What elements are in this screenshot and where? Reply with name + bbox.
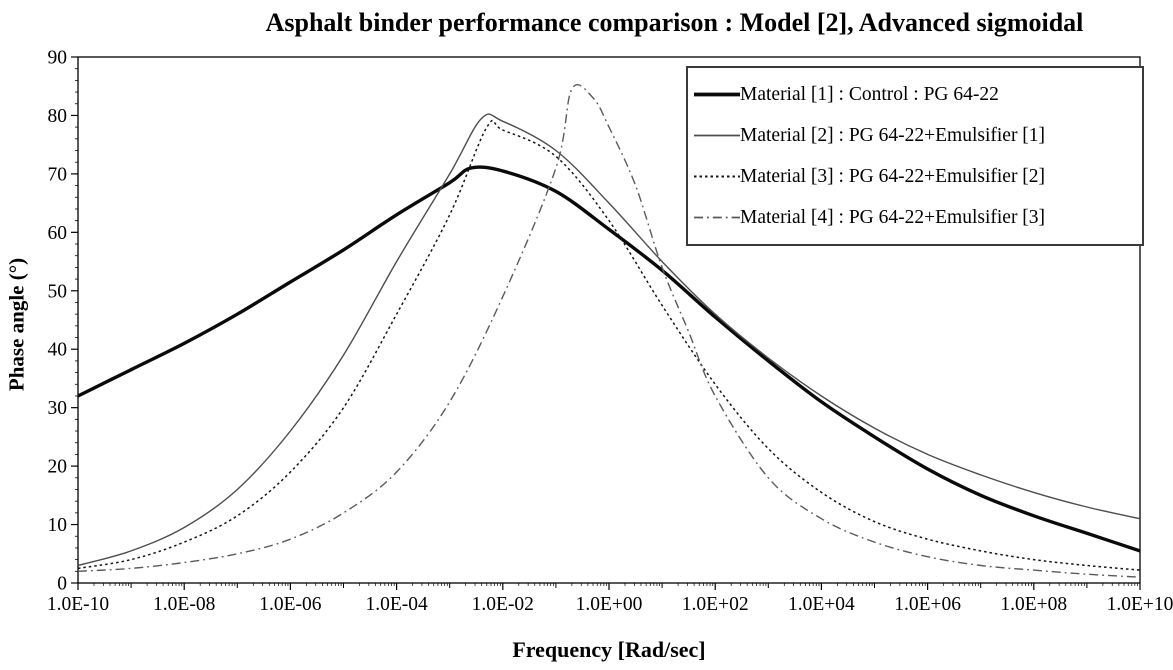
y-tick-label: 40: [48, 340, 68, 361]
x-tick-label: 1.0E+06: [894, 594, 961, 615]
y-tick-label: 0: [57, 574, 67, 595]
x-tick-label: 1.0E-04: [365, 594, 428, 615]
series-line-1: [78, 165, 1140, 553]
series-line-4: [78, 84, 1140, 578]
legend-line-sample-1: [694, 92, 740, 97]
y-tick-label: 80: [48, 106, 68, 127]
legend-box: Material [1] : Control : PG 64-22 Materia…: [686, 66, 1144, 246]
x-tick-label: 1.0E-02: [472, 594, 534, 615]
x-tick-label: 1.0E+00: [576, 594, 643, 615]
y-tick-label: 30: [48, 398, 68, 419]
x-tick-label: 1.0E-08: [153, 594, 215, 615]
y-tick-label: 50: [48, 281, 68, 302]
x-tick-label: 1.0E+02: [682, 594, 749, 615]
x-tick-label: 1.0E+04: [788, 594, 855, 615]
y-tick-label: 10: [48, 515, 68, 536]
legend-item-2: Material [2] : PG 64-22+Emulsifier [1]: [688, 115, 1142, 156]
x-tick-label: 1.0E-10: [47, 594, 109, 615]
legend-line-sample-2: [694, 134, 740, 137]
legend-label-2: Material [2] : PG 64-22+Emulsifier [1]: [740, 124, 1046, 146]
legend-label-4: Material [4] : PG 64-22+Emulsifier [3]: [740, 206, 1046, 228]
series-line-3: [78, 119, 1140, 571]
legend-line-sample-3: [694, 175, 740, 178]
x-axis-label: Frequency [Rad/sec]: [512, 637, 706, 662]
legend-label-1: Material [1] : Control : PG 64-22: [740, 83, 999, 105]
chart-title: Asphalt binder performance comparison : …: [265, 8, 1084, 37]
y-tick-label: 90: [48, 48, 68, 69]
series-line-2: [78, 113, 1140, 567]
legend-item-3: Material [3] : PG 64-22+Emulsifier [2]: [688, 156, 1142, 197]
legend-item-4: Material [4] : PG 64-22+Emulsifier [3]: [688, 197, 1142, 238]
y-tick-label: 20: [48, 457, 68, 478]
x-tick-label: 1.0E+10: [1107, 594, 1173, 615]
y-tick-label: 60: [48, 223, 68, 244]
x-tick-label: 1.0E+08: [1000, 594, 1067, 615]
y-tick-label: 70: [48, 164, 68, 185]
legend-item-1: Material [1] : Control : PG 64-22: [688, 74, 1142, 115]
legend-label-3: Material [3] : PG 64-22+Emulsifier [2]: [740, 165, 1046, 187]
legend-line-sample-4: [694, 216, 740, 219]
x-tick-label: 1.0E-06: [259, 594, 322, 615]
